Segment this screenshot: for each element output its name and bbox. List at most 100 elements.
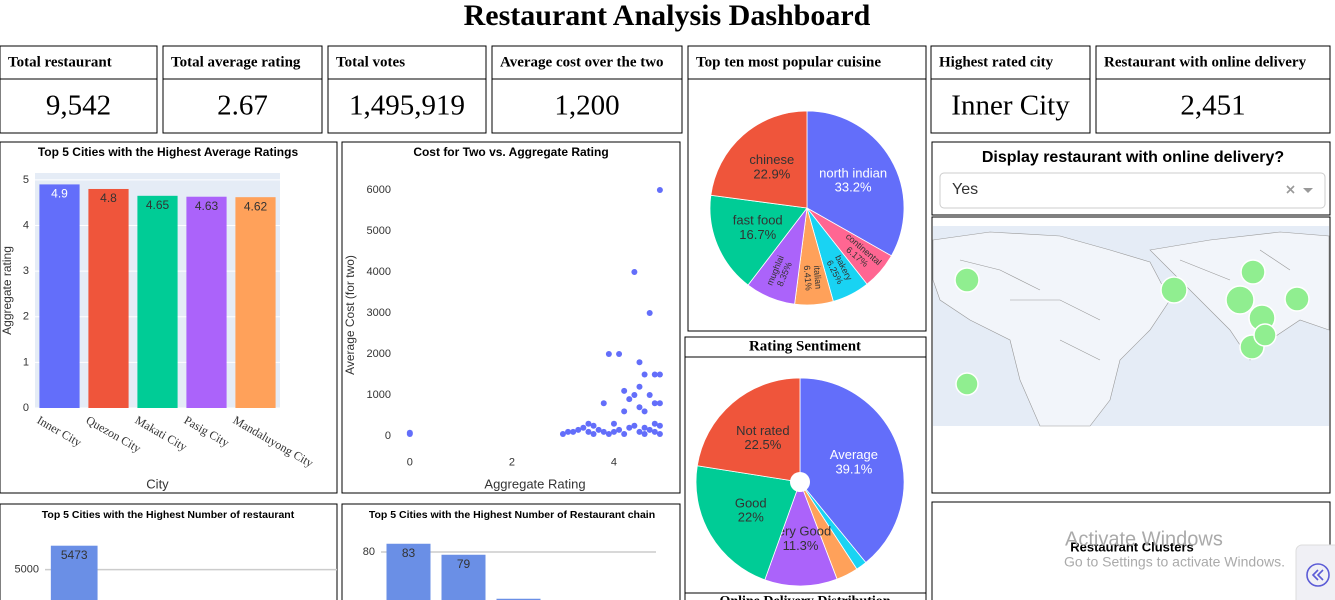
point xyxy=(595,426,602,433)
dropdown[interactable]: Yes xyxy=(939,172,1326,209)
slice-label: Average xyxy=(830,447,878,462)
value-label: 4.9 xyxy=(51,187,68,201)
point xyxy=(590,430,597,437)
point xyxy=(636,404,643,411)
value-label: 4.62 xyxy=(244,199,268,213)
chart-title: Rating Sentiment xyxy=(749,338,861,354)
y-tick-label: 5000 xyxy=(15,564,39,576)
slice xyxy=(799,377,905,564)
dropdown-value[interactable]: Yes xyxy=(952,181,978,198)
point xyxy=(616,426,623,433)
point xyxy=(641,424,648,431)
kpi-label: Total votes xyxy=(336,54,405,70)
y-tick-label: 3000 xyxy=(367,307,391,319)
slice-value: 16.7% xyxy=(739,227,776,242)
point xyxy=(559,430,566,437)
kpi-label: Restaurant with online delivery xyxy=(1104,54,1307,70)
sidebar-toggle[interactable] xyxy=(1295,544,1335,600)
bar xyxy=(496,598,541,600)
toggle-icon[interactable] xyxy=(1306,563,1330,587)
point xyxy=(656,187,663,193)
watermark-text: Go to Settings to activate Windows. xyxy=(1064,554,1285,570)
y-tick-label: 1000 xyxy=(367,389,391,401)
point xyxy=(651,371,658,378)
value-label: 5473 xyxy=(61,548,88,562)
kpi-header xyxy=(0,45,158,80)
kpi-header xyxy=(327,45,487,80)
point xyxy=(610,428,617,435)
donut-hole xyxy=(790,472,810,492)
kpi-label: Total average rating xyxy=(171,54,301,70)
point xyxy=(406,429,413,436)
point xyxy=(631,269,638,275)
caret-icon[interactable] xyxy=(1303,188,1313,193)
slice-value: 39.1% xyxy=(835,461,872,476)
point xyxy=(626,424,633,431)
slice-label: fast food xyxy=(733,213,783,228)
y-tick-label: 3 xyxy=(23,265,29,277)
filter-label: Display restaurant with online delivery? xyxy=(982,149,1284,166)
map-point xyxy=(954,267,980,293)
x-axis-title: City xyxy=(146,476,169,491)
y-axis-title: Aggregate rating xyxy=(0,246,14,335)
slice-label: Good xyxy=(735,495,767,510)
kpi-body xyxy=(930,78,1091,134)
map-land xyxy=(932,231,1171,427)
dropdown-box[interactable] xyxy=(939,172,1326,209)
section-title: Online Delivery Distribution xyxy=(719,594,890,600)
watermark-title: Activate Windows xyxy=(1065,528,1223,550)
point xyxy=(580,424,587,431)
point xyxy=(656,400,663,407)
point xyxy=(621,430,628,437)
slice-value: 22.5% xyxy=(744,437,781,452)
chart-title: Cost for Two vs. Aggregate Rating xyxy=(413,145,608,159)
map-point xyxy=(1240,259,1266,285)
slice-label: italian xyxy=(812,265,824,289)
point xyxy=(621,408,628,415)
value-label: 4.63 xyxy=(195,199,219,213)
chart-header xyxy=(684,592,927,600)
kpi-label: Total restaurant xyxy=(8,54,112,70)
kpi-value: 1,200 xyxy=(554,90,619,122)
y-tick-label: 6000 xyxy=(367,184,391,196)
x-tick-label: 4 xyxy=(611,456,617,468)
point xyxy=(565,428,572,435)
slice-label: Not rated xyxy=(736,423,789,438)
map-points xyxy=(954,259,1310,396)
chart-title: Top 5 Cities with the Highest Number of … xyxy=(369,509,655,521)
kpi-body xyxy=(491,78,683,134)
point xyxy=(636,383,643,390)
slice-value: 6.41% xyxy=(802,265,814,291)
bar xyxy=(186,196,227,408)
kpi-header xyxy=(930,45,1091,80)
slice xyxy=(764,480,838,587)
bar xyxy=(88,188,129,408)
slice xyxy=(710,110,808,209)
point xyxy=(646,392,653,398)
chart-title: Top ten most popular cuisine xyxy=(696,54,881,70)
point xyxy=(631,392,638,398)
bar xyxy=(235,197,276,408)
point xyxy=(610,420,617,427)
page-title: Restaurant Analysis Dashboard xyxy=(464,0,871,32)
point xyxy=(605,430,612,437)
slice-label: north indian xyxy=(819,165,887,180)
toggle-icon[interactable] xyxy=(1311,569,1324,581)
y-tick-label: 5 xyxy=(23,174,29,186)
chart-title: Top 5 Cities with the Highest Number of … xyxy=(42,509,295,521)
point xyxy=(656,430,663,437)
kpi-body xyxy=(0,78,158,134)
y-axis-title: Average Cost (for two) xyxy=(343,255,357,375)
point xyxy=(600,428,607,435)
point xyxy=(621,387,628,394)
y-tick-label: 4 xyxy=(23,219,29,231)
y-tick-label: 80 xyxy=(363,546,375,558)
x-axis-title: Aggregate Rating xyxy=(484,476,585,491)
clusters-title: Restaurant Clusters xyxy=(1070,539,1194,554)
value-label: 4.65 xyxy=(146,198,170,212)
kpi-body xyxy=(162,78,323,134)
point xyxy=(605,351,612,357)
value-label: 83 xyxy=(402,546,416,560)
clear-icon[interactable] xyxy=(1286,185,1295,194)
